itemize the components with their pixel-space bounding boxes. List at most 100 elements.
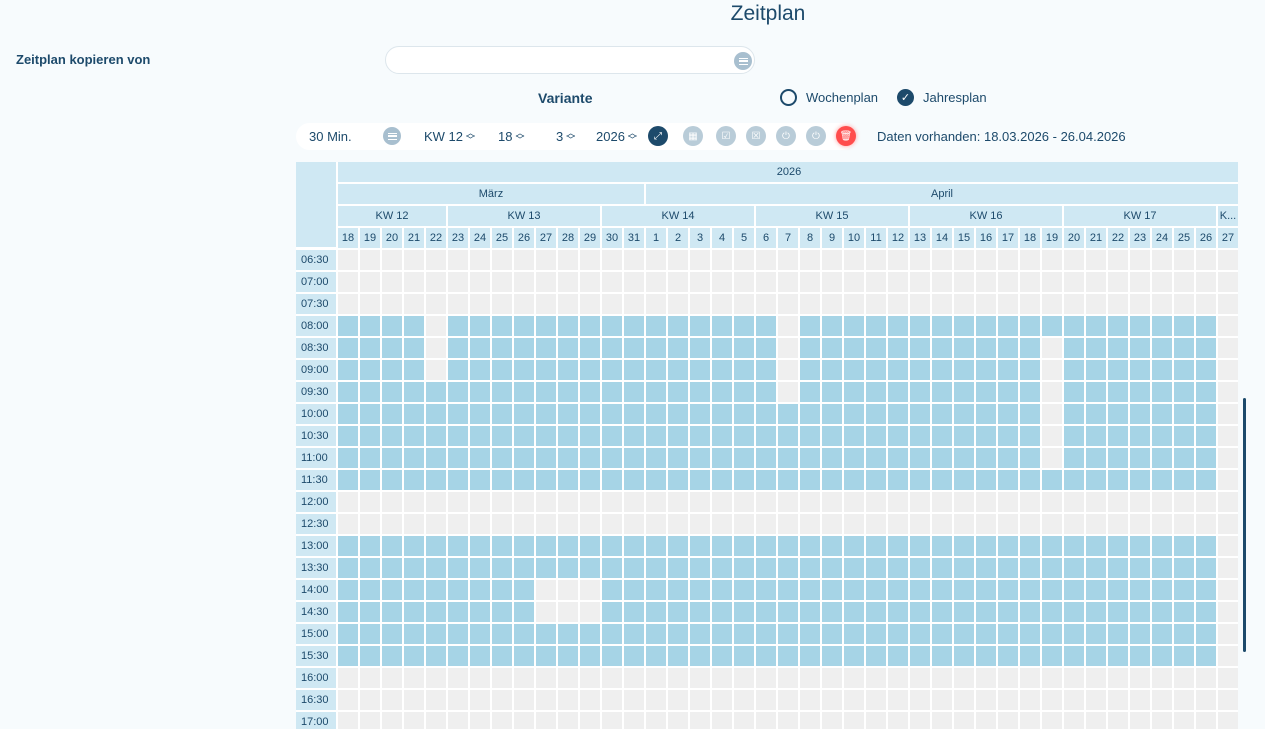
slot-active[interactable] <box>800 316 820 336</box>
slot-active[interactable] <box>580 360 600 380</box>
slot-active[interactable] <box>1020 602 1040 622</box>
stepper-icon[interactable]: ︿ ﹀ <box>627 127 637 145</box>
slot-inactive[interactable] <box>1218 668 1238 688</box>
slot-inactive[interactable] <box>932 492 952 512</box>
slot-active[interactable] <box>470 426 490 446</box>
slot-inactive[interactable] <box>888 668 908 688</box>
slot-inactive[interactable] <box>1042 272 1062 292</box>
slot-inactive[interactable] <box>338 712 358 729</box>
slot-inactive[interactable] <box>602 294 622 314</box>
slot-active[interactable] <box>690 602 710 622</box>
slot-inactive[interactable] <box>976 712 996 729</box>
copy-schedule-input[interactable] <box>385 46 755 74</box>
slot-inactive[interactable] <box>580 250 600 270</box>
slot-active[interactable] <box>712 602 732 622</box>
slot-inactive[interactable] <box>1064 492 1084 512</box>
stepper-icon[interactable]: ︿ ﹀ <box>566 127 576 145</box>
slot-active[interactable] <box>800 602 820 622</box>
slot-active[interactable] <box>1086 624 1106 644</box>
slot-active[interactable] <box>360 404 380 424</box>
slot-active[interactable] <box>492 404 512 424</box>
slot-inactive[interactable] <box>866 712 886 729</box>
slot-inactive[interactable] <box>646 272 666 292</box>
slot-inactive[interactable] <box>404 272 424 292</box>
slot-active[interactable] <box>1064 470 1084 490</box>
slot-active[interactable] <box>338 426 358 446</box>
slot-inactive[interactable] <box>1218 514 1238 534</box>
slot-inactive[interactable] <box>404 492 424 512</box>
slot-inactive[interactable] <box>448 690 468 710</box>
slot-inactive[interactable] <box>668 712 688 729</box>
slot-active[interactable] <box>800 580 820 600</box>
slot-inactive[interactable] <box>1130 294 1150 314</box>
slot-inactive[interactable] <box>1196 514 1216 534</box>
slot-active[interactable] <box>470 360 490 380</box>
slot-inactive[interactable] <box>910 492 930 512</box>
slot-inactive[interactable] <box>492 294 512 314</box>
slot-active[interactable] <box>866 624 886 644</box>
slot-active[interactable] <box>492 470 512 490</box>
slot-active[interactable] <box>1086 360 1106 380</box>
slot-active[interactable] <box>580 426 600 446</box>
slot-active[interactable] <box>1152 360 1172 380</box>
slot-active[interactable] <box>448 360 468 380</box>
slot-inactive[interactable] <box>448 294 468 314</box>
slot-inactive[interactable] <box>778 360 798 380</box>
slot-inactive[interactable] <box>932 272 952 292</box>
slot-inactive[interactable] <box>866 690 886 710</box>
slot-active[interactable] <box>1196 580 1216 600</box>
slot-active[interactable] <box>1064 580 1084 600</box>
slot-active[interactable] <box>426 426 446 446</box>
slot-active[interactable] <box>448 602 468 622</box>
slot-inactive[interactable] <box>866 294 886 314</box>
slot-inactive[interactable] <box>602 712 622 729</box>
slot-inactive[interactable] <box>800 712 820 729</box>
slot-active[interactable] <box>954 382 974 402</box>
slot-active[interactable] <box>470 624 490 644</box>
slot-active[interactable] <box>448 448 468 468</box>
slot-active[interactable] <box>1086 536 1106 556</box>
slot-active[interactable] <box>712 360 732 380</box>
slot-active[interactable] <box>954 646 974 666</box>
slot-inactive[interactable] <box>1020 514 1040 534</box>
slot-active[interactable] <box>844 580 864 600</box>
slot-inactive[interactable] <box>624 272 644 292</box>
slot-inactive[interactable] <box>338 690 358 710</box>
slot-active[interactable] <box>756 470 776 490</box>
slot-active[interactable] <box>404 316 424 336</box>
slot-active[interactable] <box>1130 404 1150 424</box>
slot-active[interactable] <box>338 382 358 402</box>
slot-active[interactable] <box>1130 448 1150 468</box>
slot-inactive[interactable] <box>954 514 974 534</box>
slot-active[interactable] <box>932 448 952 468</box>
slot-active[interactable] <box>492 624 512 644</box>
slot-active[interactable] <box>888 624 908 644</box>
slot-inactive[interactable] <box>800 514 820 534</box>
slot-active[interactable] <box>1064 558 1084 578</box>
slot-inactive[interactable] <box>1152 514 1172 534</box>
slot-inactive[interactable] <box>778 690 798 710</box>
slot-active[interactable] <box>338 404 358 424</box>
slot-active[interactable] <box>536 316 556 336</box>
slot-active[interactable] <box>514 338 534 358</box>
slot-inactive[interactable] <box>1086 250 1106 270</box>
slot-active[interactable] <box>382 316 402 336</box>
slot-active[interactable] <box>514 316 534 336</box>
slot-active[interactable] <box>536 360 556 380</box>
slot-active[interactable] <box>602 470 622 490</box>
radio-wochenplan[interactable]: Wochenplan <box>780 89 878 106</box>
slot-inactive[interactable] <box>646 492 666 512</box>
slot-active[interactable] <box>1108 558 1128 578</box>
slot-active[interactable] <box>888 448 908 468</box>
slot-active[interactable] <box>1042 580 1062 600</box>
slot-inactive[interactable] <box>1064 668 1084 688</box>
slot-active[interactable] <box>822 338 842 358</box>
slot-active[interactable] <box>734 382 754 402</box>
slot-active[interactable] <box>448 338 468 358</box>
slot-inactive[interactable] <box>470 514 490 534</box>
slot-active[interactable] <box>1174 602 1194 622</box>
slot-active[interactable] <box>734 536 754 556</box>
slot-inactive[interactable] <box>976 272 996 292</box>
slot-inactive[interactable] <box>360 690 380 710</box>
slot-inactive[interactable] <box>778 712 798 729</box>
